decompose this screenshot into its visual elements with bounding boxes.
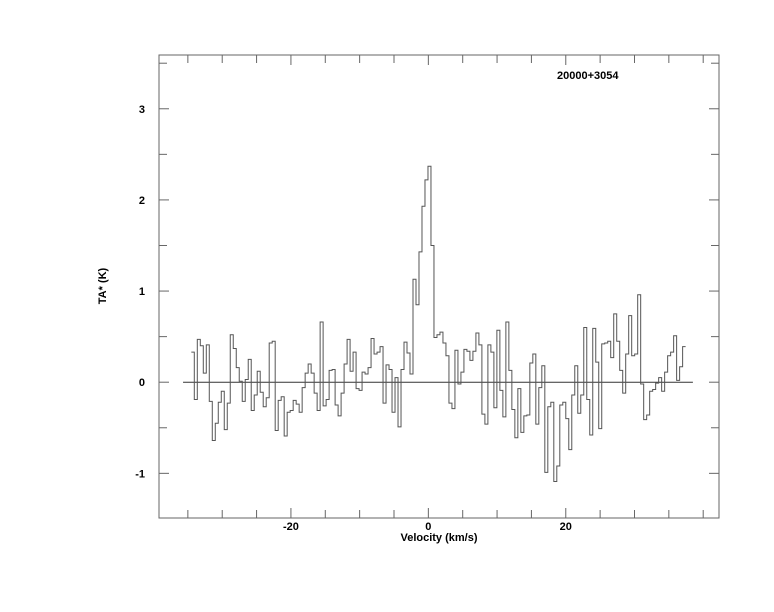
y-tick-label: 1 — [139, 286, 145, 298]
x-tick-label: 0 — [425, 521, 431, 533]
y-tick-label: 3 — [139, 104, 145, 116]
x-axis-label: Velocity (km/s) — [400, 532, 477, 544]
spectrum-step-line — [191, 165, 686, 483]
x-tick-label: -20 — [283, 521, 299, 533]
y-tick-label: 0 — [139, 377, 145, 389]
plot-frame — [158, 54, 720, 519]
y-tick-label: 2 — [139, 195, 145, 207]
tick-labels: -20 0 20 -1 0 1 2 3 — [135, 104, 572, 533]
x-tick-label: 20 — [560, 521, 572, 533]
y-tick-label: -1 — [135, 468, 145, 480]
axis-ticks — [159, 55, 719, 518]
chart-title: 20000+3054 — [557, 70, 619, 82]
y-axis-label: TA* (K) — [97, 267, 109, 304]
